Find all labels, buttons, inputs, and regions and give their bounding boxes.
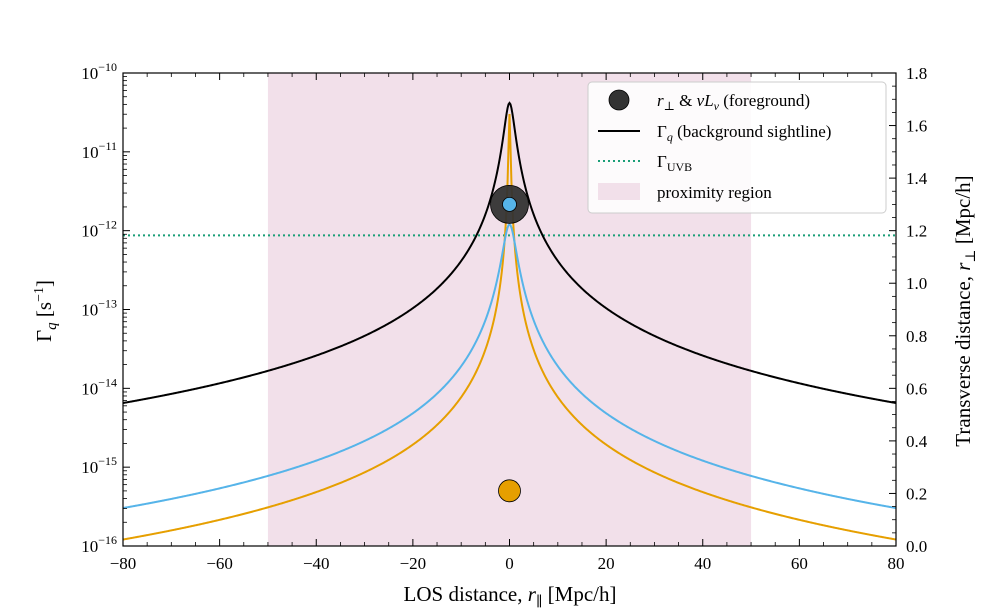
- y2-tick-label: 1.6: [906, 117, 927, 136]
- legend-marker-foreground: [608, 89, 630, 111]
- y2-tick-label: 1.0: [906, 274, 927, 293]
- curves-layer: [122, 101, 897, 541]
- y2-tick-label: 1.2: [906, 222, 927, 241]
- x-tick-label: 40: [694, 554, 711, 573]
- y2-tick-label: 0.2: [906, 484, 927, 503]
- x-tick-label: −80: [110, 554, 137, 573]
- legend-label-foreground: r⊥ & νLν (foreground): [657, 91, 810, 113]
- x-tick-label: 80: [888, 554, 905, 573]
- y2-tick-label: 0.4: [906, 432, 928, 451]
- x-tick-label: 20: [598, 554, 615, 573]
- legend-label-background: Γq (background sightline): [657, 122, 831, 144]
- x-tick-label: 0: [505, 554, 514, 573]
- y-axis-label: Γq [s−1]: [32, 280, 60, 342]
- markers-layer: [490, 184, 529, 503]
- y2-tick-label: 0.0: [906, 537, 927, 556]
- legend-box: [587, 81, 887, 214]
- x-tick-label: −20: [400, 554, 427, 573]
- x-tick-label: −60: [206, 554, 233, 573]
- marker-2: [498, 479, 521, 503]
- x-axis-label: LOS distance, r∥ [Mpc/h]: [404, 582, 617, 610]
- y2-tick-label: 0.6: [906, 379, 927, 398]
- y2-tick-label: 1.8: [906, 64, 927, 83]
- legend-patch-proximity: [598, 183, 640, 200]
- x-tick-label: −40: [303, 554, 330, 573]
- x-tick-label: 60: [791, 554, 808, 573]
- marker-1: [502, 196, 517, 212]
- series-line-1: [122, 113, 897, 541]
- y-tick-label: 10−10: [81, 60, 117, 83]
- legend: r⊥ & νLν (foreground) Γq (background sig…: [587, 81, 887, 214]
- series-line-2: [122, 223, 897, 510]
- y-tick-label: 10−16: [81, 533, 117, 556]
- y-tick-label: 10−14: [81, 375, 117, 398]
- ticks-layer: −80 −60 −40 −20 0 20 40 60 80 10−16 10−15 10−14 10−1…: [81, 60, 928, 573]
- y2-axis-label: Transverse distance, r⊥ [Mpc/h]: [951, 175, 979, 446]
- y2-tick-label: 0.8: [906, 327, 927, 346]
- series-line-0: [122, 101, 897, 405]
- y-tick-label: 10−15: [81, 454, 117, 477]
- legend-label-proximity: proximity region: [657, 183, 772, 202]
- y-tick-label: 10−13: [81, 297, 117, 320]
- y2-tick-label: 1.4: [906, 169, 928, 188]
- y-tick-label: 10−12: [81, 218, 117, 241]
- y-tick-label: 10−11: [82, 139, 117, 162]
